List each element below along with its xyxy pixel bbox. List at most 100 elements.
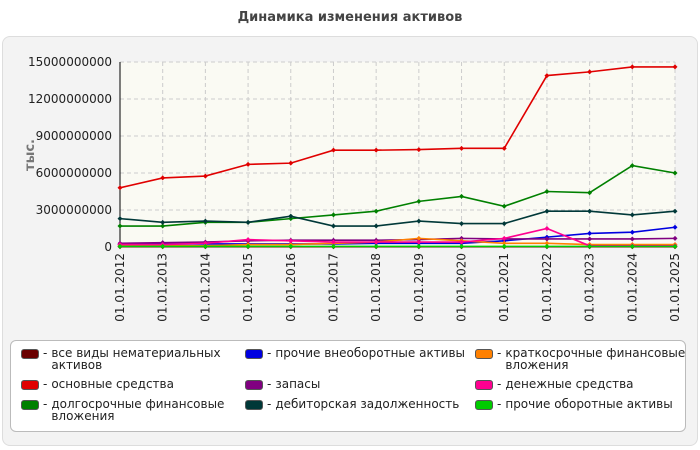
legend-swatch bbox=[21, 380, 39, 391]
x-tick-label: 01.01.2014 bbox=[198, 253, 212, 322]
x-tick-label: 01.01.2017 bbox=[326, 253, 340, 322]
x-tick-label: 01.01.2012 bbox=[113, 253, 127, 322]
legend-label: основные средства bbox=[51, 377, 174, 392]
legend-swatch bbox=[475, 349, 493, 359]
x-tick-label: 01.01.2015 bbox=[241, 253, 255, 322]
point-marker bbox=[672, 235, 678, 241]
point-marker bbox=[587, 243, 593, 249]
point-marker bbox=[288, 238, 294, 244]
point-marker bbox=[160, 175, 166, 181]
point-marker bbox=[288, 213, 294, 219]
point-marker bbox=[416, 218, 422, 224]
point-marker bbox=[672, 224, 678, 230]
legend-dash: - bbox=[43, 346, 48, 360]
x-tick-label: 01.01.2013 bbox=[156, 253, 170, 322]
point-marker bbox=[629, 229, 635, 235]
point-marker bbox=[330, 239, 336, 245]
point-marker bbox=[629, 163, 635, 169]
legend-dash: - bbox=[267, 346, 272, 360]
point-marker bbox=[459, 193, 465, 199]
point-marker bbox=[587, 236, 593, 242]
legend-item: - краткосрочные финансовые вложения bbox=[475, 347, 695, 375]
point-marker bbox=[416, 235, 422, 241]
y-tick-label: 3000000000 bbox=[36, 203, 112, 217]
point-marker bbox=[330, 243, 336, 249]
point-marker bbox=[587, 208, 593, 214]
y-tick-label: 9000000000 bbox=[36, 129, 112, 143]
legend-swatch bbox=[21, 399, 39, 410]
x-tick-label: 01.01.2018 bbox=[369, 253, 383, 322]
point-marker bbox=[373, 208, 379, 214]
point-marker bbox=[330, 212, 336, 218]
point-marker bbox=[459, 243, 465, 249]
point-marker bbox=[501, 240, 507, 246]
legend-dash: - bbox=[267, 396, 272, 411]
point-marker bbox=[544, 236, 550, 242]
series-line bbox=[120, 237, 675, 247]
point-marker bbox=[501, 221, 507, 227]
legend-item: - прочие внеоборотные активы bbox=[245, 347, 471, 375]
series-line bbox=[119, 66, 675, 189]
x-tick-label: 01.01.2023 bbox=[583, 253, 597, 322]
point-marker bbox=[330, 147, 336, 153]
point-marker bbox=[202, 173, 208, 179]
point-marker bbox=[373, 223, 379, 229]
legend-item: - денежные средства bbox=[475, 378, 695, 394]
legend-dash: - bbox=[497, 396, 502, 411]
point-marker bbox=[459, 145, 465, 151]
point-marker bbox=[587, 69, 593, 75]
point-marker bbox=[416, 239, 422, 245]
point-marker bbox=[629, 212, 635, 218]
legend-label: денежные средства bbox=[505, 377, 634, 392]
point-marker bbox=[672, 170, 678, 176]
point-marker bbox=[245, 161, 251, 167]
point-marker bbox=[288, 160, 294, 166]
point-marker bbox=[416, 147, 422, 153]
legend-dash: - bbox=[497, 346, 502, 360]
point-marker bbox=[373, 147, 379, 153]
legend-item: - основные средства bbox=[21, 378, 241, 394]
point-marker bbox=[544, 243, 550, 249]
legend: - все виды нематериальных активов - основны… bbox=[10, 340, 686, 432]
plot-area bbox=[120, 62, 675, 247]
point-marker bbox=[544, 208, 550, 214]
point-marker bbox=[544, 73, 550, 79]
point-marker bbox=[202, 218, 208, 224]
point-marker bbox=[245, 219, 251, 225]
point-marker bbox=[117, 223, 123, 229]
legend-label: прочие внеоборотные активы bbox=[275, 346, 466, 360]
legend-label: краткосрочные финансовые вложения bbox=[505, 346, 686, 372]
point-marker bbox=[544, 240, 550, 246]
point-marker bbox=[117, 185, 123, 191]
point-marker bbox=[459, 221, 465, 227]
series-line bbox=[119, 210, 676, 227]
legend-label: все виды нематериальных активов bbox=[51, 346, 221, 372]
point-marker bbox=[501, 243, 507, 249]
series-line bbox=[120, 164, 676, 227]
legend-label: дебиторская задолженность bbox=[275, 396, 460, 411]
point-marker bbox=[672, 208, 678, 214]
y-tick-label: 0 bbox=[104, 240, 112, 254]
x-tick-label: 01.01.2019 bbox=[412, 253, 426, 322]
legend-item: - дебиторская задолженность bbox=[245, 398, 471, 426]
legend-item: - долгосрочные финансовые вложения bbox=[21, 398, 241, 426]
point-marker bbox=[245, 243, 251, 249]
point-marker bbox=[160, 223, 166, 229]
point-marker bbox=[544, 189, 550, 194]
point-marker bbox=[501, 145, 507, 151]
legend-swatch bbox=[21, 349, 39, 359]
point-marker bbox=[373, 243, 379, 249]
point-marker bbox=[416, 198, 422, 204]
point-marker bbox=[629, 64, 635, 70]
point-marker bbox=[587, 230, 593, 236]
point-marker bbox=[672, 64, 678, 70]
y-tick-label: 6000000000 bbox=[36, 166, 112, 180]
point-marker bbox=[544, 226, 550, 231]
legend-item: - запасы bbox=[245, 378, 471, 394]
legend-item: - прочие оборотные активы bbox=[475, 398, 695, 426]
series-line bbox=[120, 227, 675, 247]
y-axis-label: тыс. bbox=[23, 139, 38, 171]
point-marker bbox=[117, 216, 123, 222]
point-marker bbox=[501, 235, 507, 241]
